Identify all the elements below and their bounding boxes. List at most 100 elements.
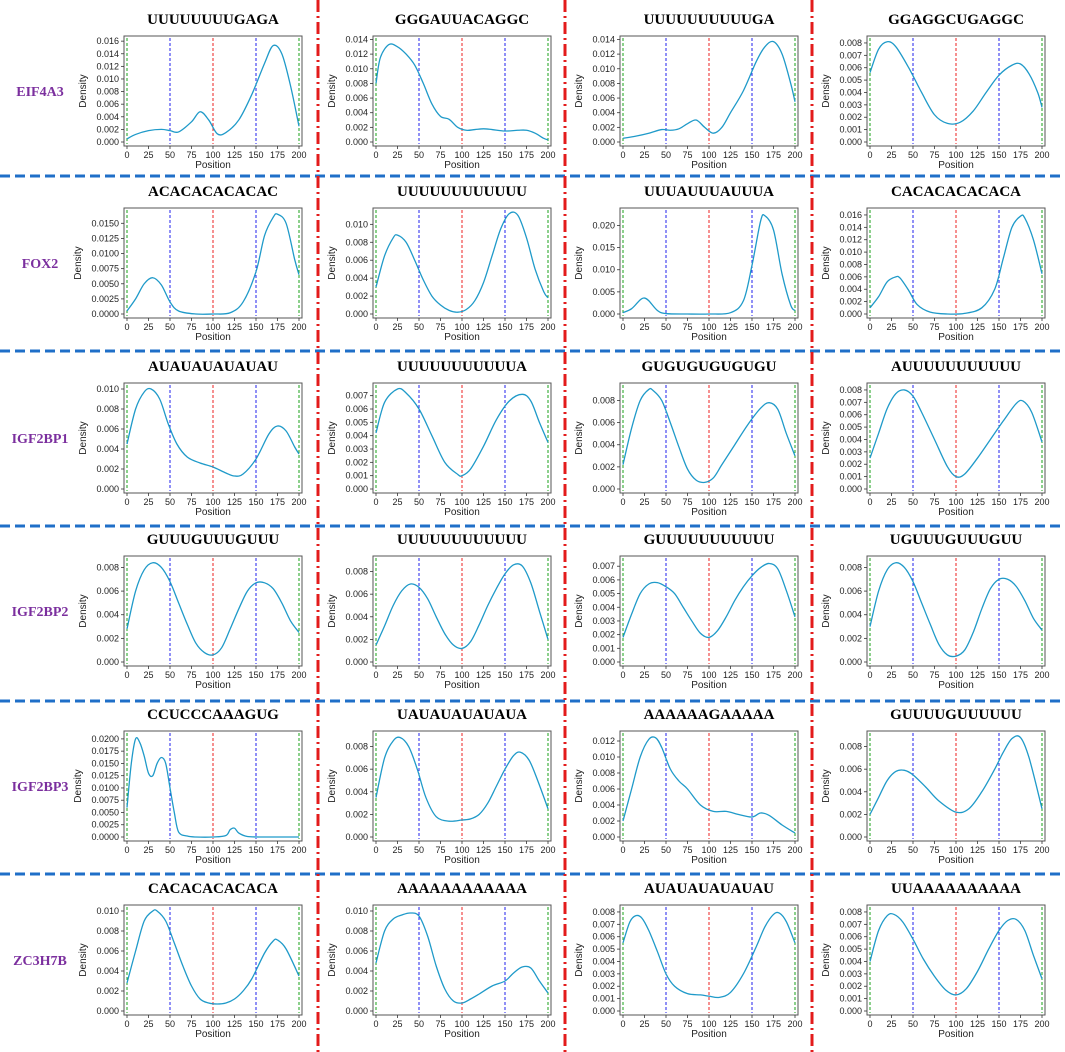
y-tick-label: 0.008 xyxy=(345,742,368,752)
x-tick-label: 0 xyxy=(867,670,872,680)
y-tick-label: 0.004 xyxy=(839,87,862,97)
x-tick-label: 75 xyxy=(435,1019,445,1029)
x-tick-label: 75 xyxy=(682,322,692,332)
y-tick-label: 0.014 xyxy=(345,34,368,44)
x-tick-label: 75 xyxy=(435,497,445,507)
panel-title: UUUUUUUUGAGA xyxy=(147,12,279,28)
x-tick-label: 0 xyxy=(373,150,378,160)
x-tick-label: 75 xyxy=(435,670,445,680)
x-tick-label: 75 xyxy=(682,845,692,855)
y-tick-label: 0.004 xyxy=(345,787,368,797)
x-axis-label: Position xyxy=(938,160,974,171)
y-tick-label: 0.004 xyxy=(592,800,615,810)
y-axis-label: Density xyxy=(327,594,338,627)
density-curve xyxy=(126,909,300,1005)
density-curve xyxy=(375,387,549,477)
y-axis-label: Density xyxy=(821,943,832,976)
y-tick-label: 0.016 xyxy=(839,210,862,220)
x-tick-label: 125 xyxy=(723,670,738,680)
y-tick-label: 0.007 xyxy=(839,50,862,60)
x-tick-label: 125 xyxy=(476,1019,491,1029)
y-tick-label: 0.002 xyxy=(592,122,615,132)
y-tick-label: 0.004 xyxy=(839,956,862,966)
y-axis-label: Density xyxy=(574,246,585,279)
x-tick-label: 150 xyxy=(991,670,1006,680)
x-axis-label: Position xyxy=(444,855,480,866)
panel-r5-c4: GUUUUGUUUUUU 0.000 0.002 0.004 0.006 0.008 0 25… xyxy=(821,707,1050,866)
panel-title: UUUAUUUAUUUA xyxy=(644,184,774,200)
x-tick-label: 100 xyxy=(205,845,220,855)
y-tick-label: 0.002 xyxy=(96,124,119,134)
x-tick-label: 200 xyxy=(1034,670,1049,680)
panel-title: UUUUUUUUUUUA xyxy=(397,359,527,375)
y-tick-label: 0.0100 xyxy=(91,783,119,793)
y-tick-label: 0.001 xyxy=(839,994,862,1004)
y-axis-label: Density xyxy=(574,421,585,454)
row-label-fox2: FOX2 xyxy=(22,257,59,272)
y-tick-label: 0.000 xyxy=(839,137,862,147)
x-tick-label: 150 xyxy=(497,845,512,855)
x-tick-label: 150 xyxy=(744,497,759,507)
x-tick-label: 75 xyxy=(435,322,445,332)
y-tick-label: 0.002 xyxy=(839,633,862,643)
x-tick-label: 175 xyxy=(270,322,285,332)
x-tick-label: 25 xyxy=(639,322,649,332)
y-tick-label: 0.005 xyxy=(839,422,862,432)
y-tick-label: 0.005 xyxy=(592,589,615,599)
x-tick-label: 175 xyxy=(766,670,781,680)
y-axis-label: Density xyxy=(78,594,89,627)
y-tick-label: 0.000 xyxy=(839,309,862,319)
x-tick-label: 50 xyxy=(414,497,424,507)
y-tick-label: 0.000 xyxy=(96,657,119,667)
y-tick-label: 0.008 xyxy=(96,87,119,97)
x-tick-label: 150 xyxy=(248,845,263,855)
x-tick-label: 200 xyxy=(1034,497,1049,507)
density-curve xyxy=(869,735,1043,815)
y-tick-label: 0.002 xyxy=(839,809,862,819)
panel-r2-c4: CACACACACACA 0.000 0.002 0.004 0.006 0.008 0.0… xyxy=(821,184,1050,343)
x-tick-label: 175 xyxy=(1013,670,1028,680)
row-label-zc3h7b: ZC3H7B xyxy=(13,954,67,969)
panel-title: GGAGGCUGAGGC xyxy=(888,12,1024,28)
y-tick-label: 0.006 xyxy=(592,575,615,585)
x-tick-label: 0 xyxy=(867,150,872,160)
y-tick-label: 0.004 xyxy=(96,444,119,454)
x-tick-label: 25 xyxy=(639,1019,649,1029)
x-tick-label: 25 xyxy=(392,322,402,332)
x-tick-label: 175 xyxy=(270,150,285,160)
y-tick-label: 0.016 xyxy=(96,36,119,46)
x-tick-label: 175 xyxy=(519,1019,534,1029)
density-curve xyxy=(126,562,300,656)
y-tick-label: 0.0150 xyxy=(91,218,119,228)
row-label-eif4a3: EIF4A3 xyxy=(16,85,63,100)
y-tick-label: 0.012 xyxy=(592,49,615,59)
y-axis-label: Density xyxy=(327,246,338,279)
x-tick-label: 150 xyxy=(991,150,1006,160)
y-tick-label: 0.0125 xyxy=(91,771,119,781)
y-tick-label: 0.008 xyxy=(839,562,862,572)
x-tick-label: 0 xyxy=(620,322,625,332)
y-tick-label: 0.005 xyxy=(592,944,615,954)
y-tick-label: 0.008 xyxy=(96,926,119,936)
density-curve xyxy=(622,911,796,999)
x-tick-label: 25 xyxy=(639,670,649,680)
y-tick-label: 0.008 xyxy=(592,395,615,405)
x-tick-label: 25 xyxy=(143,497,153,507)
y-tick-label: 0.000 xyxy=(839,832,862,842)
panel-title: CACACACACACA xyxy=(148,881,278,897)
x-tick-label: 100 xyxy=(454,497,469,507)
x-axis-label: Position xyxy=(691,680,727,691)
y-tick-label: 0.002 xyxy=(345,457,368,467)
y-tick-label: 0.000 xyxy=(96,484,119,494)
x-tick-label: 175 xyxy=(766,1019,781,1029)
x-axis-label: Position xyxy=(691,160,727,171)
x-tick-label: 75 xyxy=(186,845,196,855)
y-tick-label: 0.006 xyxy=(345,404,368,414)
y-tick-label: 0.0025 xyxy=(91,820,119,830)
density-curve xyxy=(622,40,796,139)
x-tick-label: 150 xyxy=(248,497,263,507)
y-tick-label: 0.006 xyxy=(96,586,119,596)
panel-r4-c4: UGUUUGUUUGUU 0.000 0.002 0.004 0.006 0.008 0 25… xyxy=(821,532,1050,691)
y-tick-label: 0.006 xyxy=(592,93,615,103)
x-tick-label: 175 xyxy=(1013,322,1028,332)
